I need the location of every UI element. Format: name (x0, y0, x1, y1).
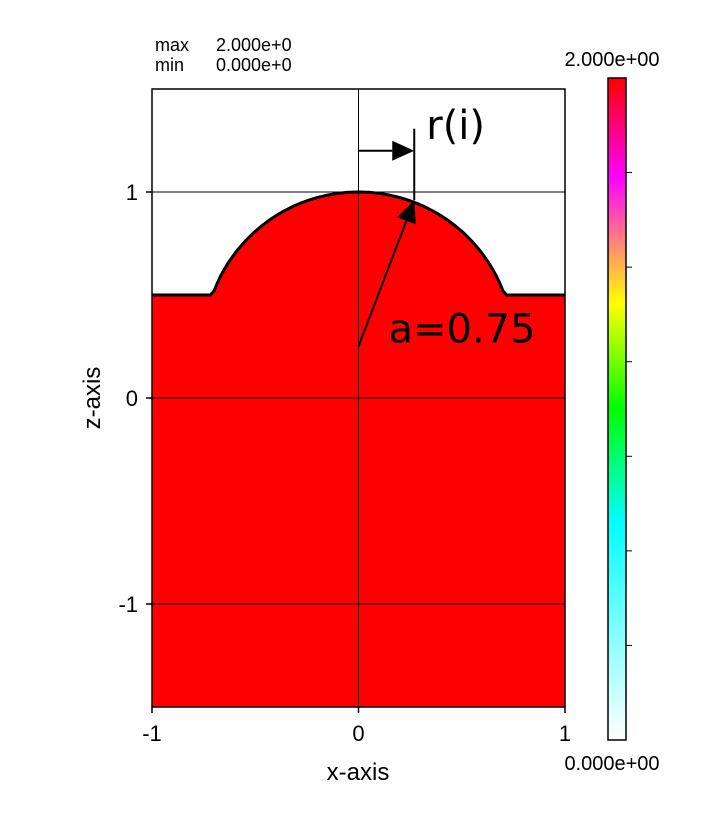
colorbar-ticks (626, 172, 632, 646)
annotations: a=0.75 r(i) (357, 103, 536, 353)
r-arrowhead (392, 140, 415, 161)
colorbar-top-label: 2.000e+00 (564, 49, 659, 71)
y-tick-label: 1 (126, 180, 138, 205)
y-axis-label: z-axis (79, 367, 106, 430)
y-tick-label: 0 (126, 386, 138, 411)
radius-label: a=0.75 (389, 307, 536, 353)
colorbar-bottom-label: 0.000e+00 (564, 753, 659, 775)
r-label: r(i) (426, 103, 485, 149)
axis-ticks: -1 0 1 -1 0 1 (118, 180, 571, 746)
x-tick-label: 1 (559, 721, 571, 746)
x-tick-label: 0 (352, 721, 364, 746)
max-value: 2.000e+0 (216, 35, 292, 55)
min-value: 0.000e+0 (216, 55, 292, 75)
max-label: max (155, 35, 190, 55)
x-axis-label: x-axis (327, 759, 390, 786)
x-tick-label: -1 (142, 721, 162, 746)
y-tick-label: -1 (118, 592, 138, 617)
colorbar (607, 77, 627, 741)
radius-arrowhead (397, 200, 416, 225)
radius-arrow (357, 220, 408, 347)
grid-lines (152, 89, 565, 707)
min-label: min (155, 55, 185, 75)
